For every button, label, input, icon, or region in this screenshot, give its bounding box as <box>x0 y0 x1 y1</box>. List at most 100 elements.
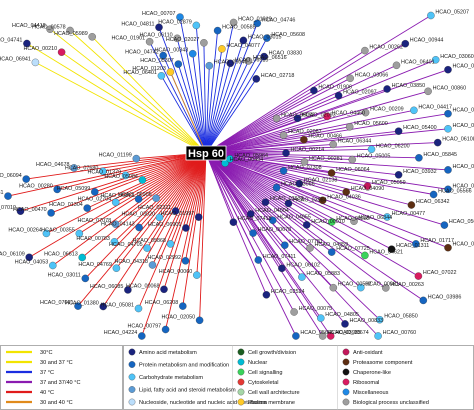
gene-node[interactable] <box>363 182 372 190</box>
gene-node[interactable] <box>382 284 390 292</box>
gene-node[interactable] <box>394 127 403 135</box>
gene-node[interactable] <box>148 261 157 269</box>
gene-node[interactable] <box>306 244 314 252</box>
gene-node[interactable] <box>155 213 164 222</box>
gene-node[interactable] <box>326 332 335 340</box>
gene-node[interactable] <box>375 315 384 324</box>
gene-node[interactable] <box>138 176 147 184</box>
gene-node[interactable] <box>412 240 420 248</box>
gene-node[interactable] <box>292 332 300 340</box>
gene-node[interactable] <box>424 87 432 96</box>
gene-node[interactable] <box>346 74 354 83</box>
gene-node[interactable] <box>318 332 327 340</box>
gene-node[interactable] <box>295 179 304 188</box>
gene-node[interactable] <box>367 145 376 154</box>
gene-node[interactable] <box>427 11 435 20</box>
gene-node[interactable] <box>246 210 255 218</box>
gene-node[interactable] <box>263 34 271 42</box>
gene-node[interactable] <box>81 274 90 283</box>
gene-node[interactable] <box>444 65 452 74</box>
gene-node[interactable] <box>249 229 257 237</box>
gene-node[interactable] <box>361 251 369 260</box>
hub[interactable]: Hsp 60 <box>185 145 227 161</box>
gene-node[interactable] <box>410 106 418 115</box>
gene-node[interactable] <box>239 36 248 45</box>
gene-node[interactable] <box>357 283 365 292</box>
gene-node[interactable] <box>290 308 298 316</box>
gene-node[interactable] <box>284 199 293 208</box>
gene-node[interactable] <box>302 221 311 229</box>
gene-node[interactable] <box>195 316 204 325</box>
gene-node[interactable] <box>138 332 146 340</box>
gene-node[interactable] <box>229 218 238 226</box>
gene-node[interactable] <box>394 171 403 179</box>
gene-node[interactable] <box>91 188 99 196</box>
gene-node[interactable] <box>444 125 452 133</box>
gene-node[interactable] <box>74 302 82 310</box>
gene-node[interactable] <box>49 261 57 270</box>
gene-node[interactable] <box>433 138 442 147</box>
gene-node[interactable] <box>66 26 74 35</box>
gene-node[interactable] <box>272 114 281 123</box>
gene-node[interactable] <box>57 48 66 56</box>
gene-node[interactable] <box>110 238 119 246</box>
gene-node[interactable] <box>111 220 120 228</box>
gene-node[interactable] <box>134 304 143 313</box>
gene-node[interactable] <box>278 264 286 273</box>
gene-node[interactable] <box>174 60 183 68</box>
gene-node[interactable] <box>252 75 261 83</box>
gene-node[interactable] <box>4 192 12 200</box>
gene-node[interactable] <box>121 171 130 180</box>
gene-node[interactable] <box>88 33 96 41</box>
gene-node[interactable] <box>293 114 302 123</box>
gene-node[interactable] <box>182 224 190 232</box>
gene-node[interactable] <box>279 167 288 175</box>
gene-node[interactable] <box>383 85 391 93</box>
gene-node[interactable] <box>387 245 396 253</box>
gene-node[interactable] <box>323 112 331 121</box>
gene-node[interactable] <box>176 13 184 21</box>
gene-node[interactable] <box>392 61 401 70</box>
gene-node[interactable] <box>159 51 167 60</box>
gene-node[interactable] <box>194 213 203 221</box>
gene-node[interactable] <box>192 21 201 30</box>
gene-node[interactable] <box>23 39 31 48</box>
gene-node[interactable] <box>348 155 357 164</box>
gene-node[interactable] <box>16 207 25 215</box>
gene-node[interactable] <box>431 56 440 64</box>
gene-node[interactable] <box>229 18 238 27</box>
gene-node[interactable] <box>161 325 170 334</box>
gene-node[interactable] <box>171 207 180 215</box>
gene-node[interactable] <box>329 283 338 292</box>
gene-node[interactable] <box>262 291 271 299</box>
gene-node[interactable] <box>415 154 423 162</box>
gene-node[interactable] <box>166 68 175 76</box>
gene-node[interactable] <box>298 273 306 281</box>
gene-node[interactable] <box>279 131 288 139</box>
gene-node[interactable] <box>218 45 226 53</box>
gene-node[interactable] <box>329 140 337 149</box>
gene-node[interactable] <box>253 19 262 28</box>
gene-node[interactable] <box>327 248 336 256</box>
gene-node[interactable] <box>99 302 107 311</box>
gene-node[interactable] <box>300 135 308 144</box>
gene-node[interactable] <box>22 175 30 183</box>
gene-node[interactable] <box>181 257 190 265</box>
gene-node[interactable] <box>155 23 163 32</box>
gene-node[interactable] <box>160 285 168 294</box>
gene-node[interactable] <box>300 158 309 166</box>
gene-node[interactable] <box>135 223 143 232</box>
gene-node[interactable] <box>440 221 449 229</box>
gene-node[interactable] <box>205 61 214 70</box>
gene-node[interactable] <box>361 46 369 55</box>
gene-node[interactable] <box>419 296 428 305</box>
gene-node[interactable] <box>124 286 132 294</box>
gene-node[interactable] <box>318 196 327 205</box>
gene-node[interactable] <box>317 314 325 322</box>
gene-node[interactable] <box>31 58 40 67</box>
gene-node[interactable] <box>46 25 54 33</box>
gene-node[interactable] <box>244 57 253 65</box>
gene-node[interactable] <box>328 218 336 226</box>
gene-node[interactable] <box>341 320 349 328</box>
gene-node[interactable] <box>99 167 107 176</box>
